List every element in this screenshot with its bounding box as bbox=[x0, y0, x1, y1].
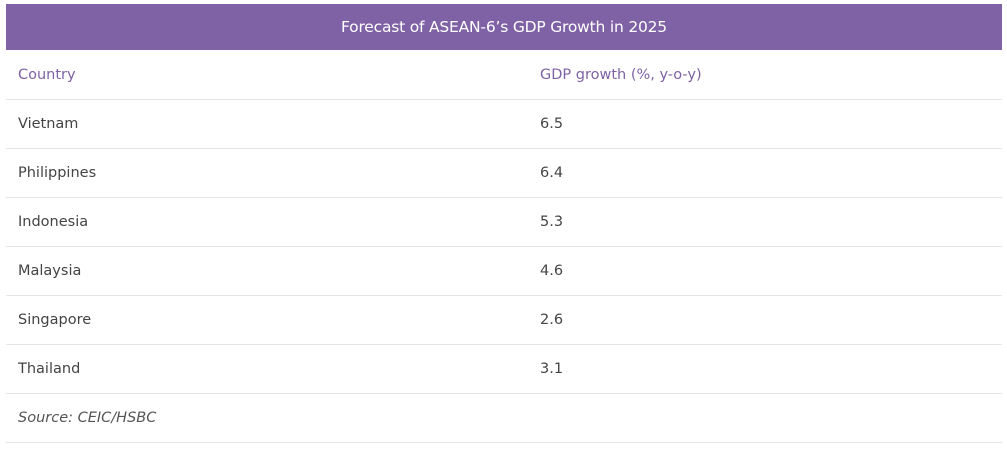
table-row: Philippines 6.4 bbox=[6, 149, 1002, 198]
table-row: Malaysia 4.6 bbox=[6, 247, 1002, 296]
gdp-growth-cell: 2.6 bbox=[540, 312, 564, 328]
source-note: Source: CEIC/HSBC bbox=[18, 410, 157, 426]
table-row: Thailand 3.1 bbox=[6, 345, 1002, 394]
source-note-row: Source: CEIC/HSBC bbox=[6, 394, 1002, 443]
country-cell: Singapore bbox=[18, 312, 92, 328]
gdp-forecast-table: Forecast of ASEAN-6’s GDP Growth in 2025… bbox=[6, 4, 1002, 443]
gdp-growth-cell: 5.3 bbox=[540, 214, 564, 230]
table-row: Singapore 2.6 bbox=[6, 296, 1002, 345]
country-cell: Philippines bbox=[18, 165, 97, 181]
gdp-growth-cell: 4.6 bbox=[540, 263, 564, 279]
table-title: Forecast of ASEAN-6’s GDP Growth in 2025 bbox=[6, 4, 1002, 50]
country-cell: Indonesia bbox=[18, 214, 89, 230]
country-cell: Malaysia bbox=[18, 263, 82, 279]
table-row: Vietnam 6.5 bbox=[6, 100, 1002, 149]
gdp-growth-cell: 3.1 bbox=[540, 361, 564, 377]
gdp-growth-column-header: GDP growth (%, y-o-y) bbox=[540, 66, 702, 83]
country-cell: Thailand bbox=[18, 361, 81, 377]
gdp-growth-cell: 6.4 bbox=[540, 165, 564, 181]
country-cell: Vietnam bbox=[18, 116, 79, 132]
table-header-row: Country GDP growth (%, y-o-y) bbox=[6, 50, 1002, 100]
table-row: Indonesia 5.3 bbox=[6, 198, 1002, 247]
gdp-growth-cell: 6.5 bbox=[540, 116, 564, 132]
country-column-header: Country bbox=[18, 66, 76, 83]
